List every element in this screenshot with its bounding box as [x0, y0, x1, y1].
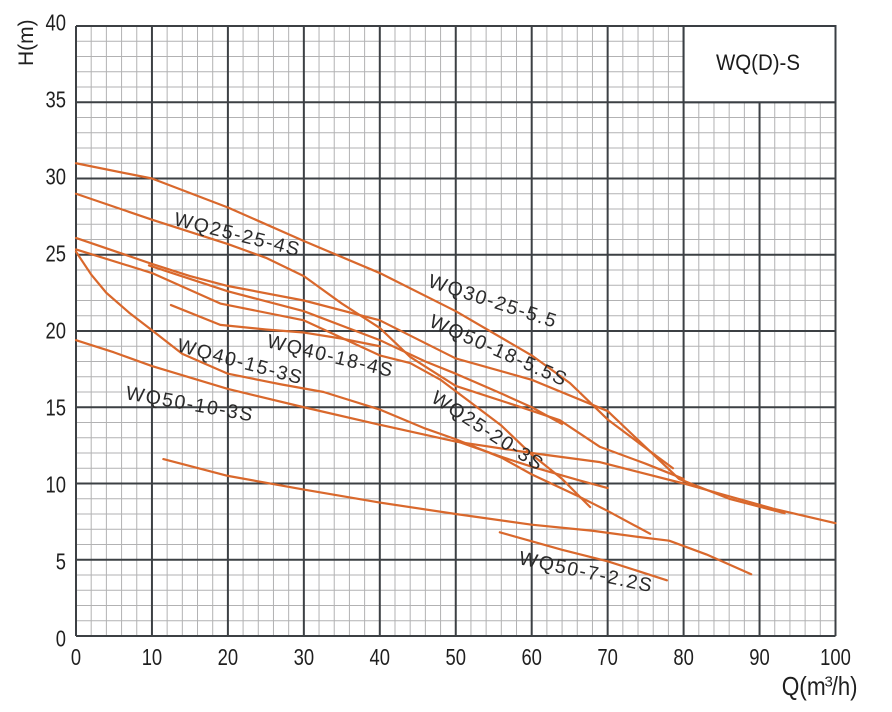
svg-text:20: 20 — [46, 318, 67, 344]
svg-text:0: 0 — [56, 626, 66, 652]
svg-text:80: 80 — [673, 644, 694, 670]
svg-text:100: 100 — [820, 644, 851, 670]
svg-text:40: 40 — [46, 10, 67, 36]
svg-text:10: 10 — [46, 472, 67, 498]
svg-text:40: 40 — [370, 644, 391, 670]
svg-text:90: 90 — [749, 644, 770, 670]
svg-text:50: 50 — [446, 644, 467, 670]
svg-text:30: 30 — [46, 164, 67, 190]
svg-text:25: 25 — [46, 241, 67, 267]
svg-text:70: 70 — [597, 644, 618, 670]
svg-text:WQ(D)-S: WQ(D)-S — [716, 50, 800, 75]
svg-text:35: 35 — [46, 87, 67, 113]
svg-text:/h): /h) — [832, 671, 858, 701]
svg-text:15: 15 — [46, 395, 67, 421]
svg-text:60: 60 — [521, 644, 542, 670]
svg-text:5: 5 — [56, 549, 66, 575]
svg-text:30: 30 — [294, 644, 315, 670]
svg-text:Q(m: Q(m — [782, 671, 826, 701]
svg-text:20: 20 — [218, 644, 239, 670]
svg-text:10: 10 — [142, 644, 163, 670]
svg-text:H(m): H(m) — [15, 19, 38, 66]
svg-text:3: 3 — [825, 674, 833, 691]
svg-text:0: 0 — [71, 644, 81, 670]
